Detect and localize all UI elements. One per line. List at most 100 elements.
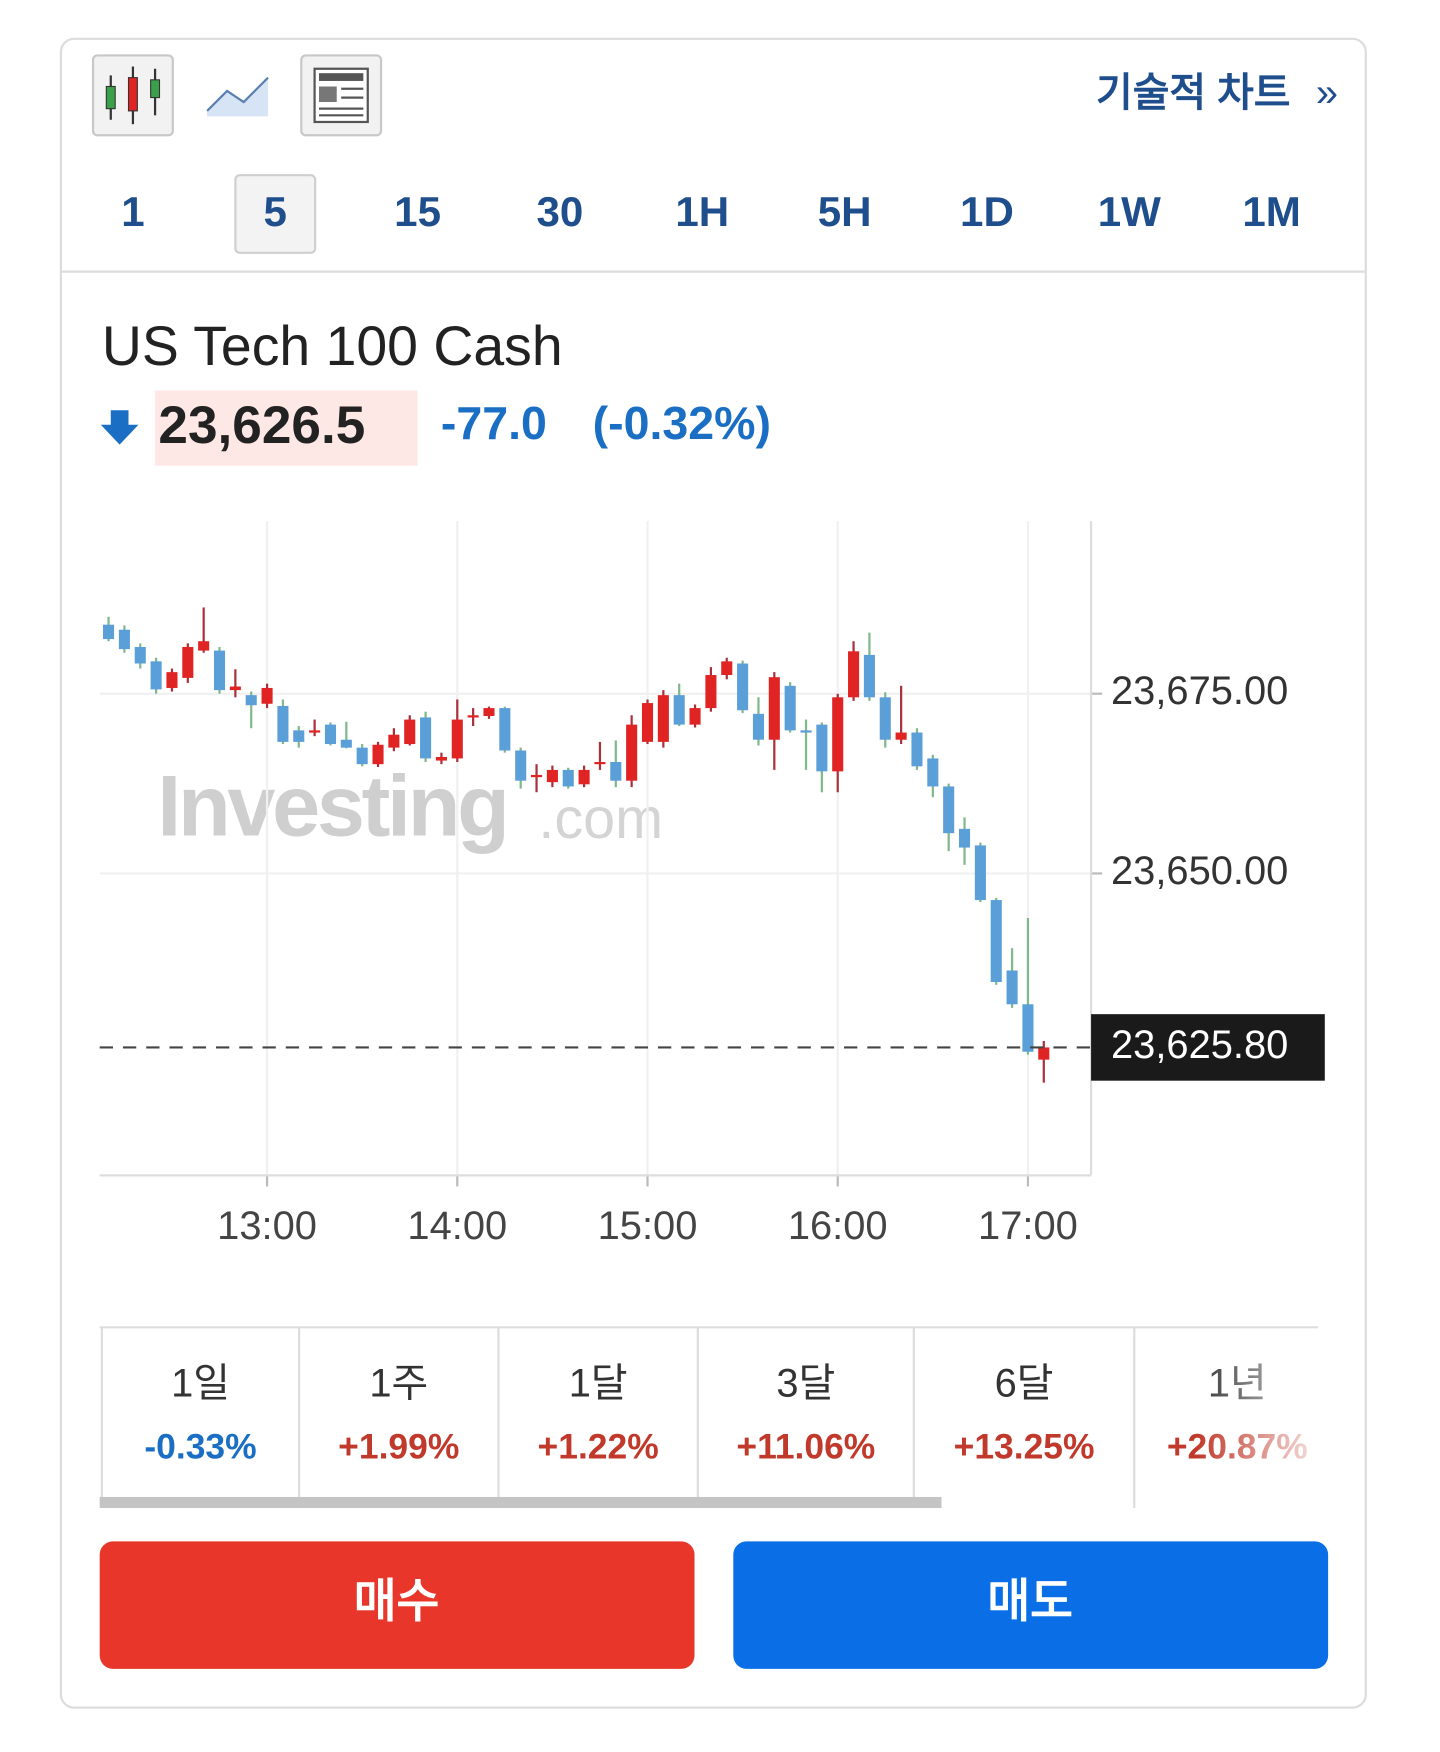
candle-body <box>895 732 907 740</box>
candle-body <box>277 705 289 742</box>
table-icon[interactable] <box>300 54 383 137</box>
candle-body <box>768 677 780 740</box>
timeframe[interactable]: 1W <box>1098 188 1161 235</box>
candle-body <box>293 730 305 742</box>
candle-body <box>594 762 606 765</box>
sell-button[interactable] <box>733 1541 1329 1669</box>
tabs-fade <box>1196 1328 1324 1509</box>
price-highlight <box>155 390 418 466</box>
candle-body <box>816 724 828 772</box>
y-tick-label: 23,675.00 <box>1111 669 1288 713</box>
candle-body <box>435 756 447 761</box>
candle-body <box>800 730 812 733</box>
candle-body <box>1038 1047 1050 1060</box>
period-label[interactable]: 1일 <box>171 1362 230 1406</box>
candle-body <box>578 769 590 785</box>
last-price-label: 23,625.80 <box>1111 1023 1288 1067</box>
timeframe[interactable]: 5H <box>818 188 872 235</box>
candle-body <box>499 708 511 751</box>
period-change[interactable]: +1.22% <box>538 1427 659 1467</box>
candle-body <box>213 650 226 691</box>
candle-body <box>467 715 479 718</box>
period-change[interactable]: +1.99% <box>338 1427 459 1467</box>
timeframe[interactable]: 1H <box>675 188 729 235</box>
period-label[interactable]: 3달 <box>776 1362 835 1406</box>
candle-icon[interactable] <box>91 54 174 137</box>
candle-body <box>150 661 162 690</box>
candle-body <box>610 762 622 781</box>
period-change[interactable]: -0.33% <box>144 1427 256 1467</box>
selected-timeframe-box <box>234 174 317 254</box>
x-tick-label: 15:00 <box>598 1204 698 1248</box>
sell-label[interactable]: 매도 <box>987 1575 1073 1627</box>
candle-body <box>990 900 1002 982</box>
x-tick-label: 14:00 <box>407 1204 507 1248</box>
timeframe[interactable]: 1 <box>121 188 144 235</box>
down-arrow <box>100 410 139 445</box>
candle-body <box>562 769 574 787</box>
buy-button[interactable] <box>99 1541 695 1669</box>
x-tick-label: 13:00 <box>217 1204 317 1248</box>
candle-body <box>879 697 891 740</box>
candle-body <box>832 697 844 772</box>
candle-body <box>372 744 384 765</box>
candle-body <box>340 739 352 748</box>
candle-body <box>673 695 685 725</box>
candle-body <box>531 774 543 778</box>
candle-body <box>911 732 923 767</box>
candle-body <box>752 713 765 740</box>
candle-body <box>546 769 558 783</box>
candle-body <box>420 717 432 759</box>
period-change[interactable]: +11.06% <box>736 1427 875 1467</box>
period-label[interactable]: 1주 <box>369 1362 428 1406</box>
candle-body <box>641 703 654 742</box>
price: 23,626.5 <box>158 396 365 455</box>
watermark: Investing <box>157 759 506 855</box>
candle-body <box>784 685 796 731</box>
candle-body <box>689 708 701 725</box>
buy-label[interactable]: 매수 <box>354 1575 440 1627</box>
candle-body <box>103 624 115 640</box>
period-tabs: 1일 -0.33% 1주 +1.99% 1달 +1.22% 3달 +11.06% 6달 +13.2… <box>99 1326 1324 1509</box>
chart: Investing .com 13:00 14:00 15:00 16:00 17:00 23… <box>99 521 1325 1248</box>
candle-body <box>705 675 717 709</box>
candle-body <box>388 734 400 748</box>
y-tick-label: 23,650.00 <box>1111 849 1288 893</box>
candle-body <box>848 651 860 698</box>
x-tick-label: 16:00 <box>788 1204 888 1248</box>
candle-body <box>943 786 955 834</box>
candle-body <box>198 641 210 651</box>
candle-body <box>166 672 178 688</box>
period-change[interactable]: +13.25% <box>954 1427 1095 1467</box>
technical-chart-link[interactable]: 기술적 차트 <box>1096 71 1290 115</box>
candle-body <box>657 695 669 742</box>
candle-body <box>245 695 257 706</box>
period-label[interactable]: 6달 <box>995 1362 1054 1406</box>
candle-body <box>1006 970 1018 1005</box>
candle-body <box>182 646 194 678</box>
timeframe[interactable]: 30 <box>537 188 584 235</box>
candle-body <box>927 758 939 787</box>
timeframe[interactable]: 5 <box>264 188 287 235</box>
candle-body <box>451 719 463 759</box>
timeframe[interactable]: 1M <box>1242 188 1300 235</box>
timeframe[interactable]: 15 <box>394 188 441 235</box>
candle-body <box>515 750 527 781</box>
candle-body <box>958 828 971 848</box>
candle-body <box>1022 1004 1034 1052</box>
candle-body <box>737 663 749 711</box>
candle-body <box>261 687 273 704</box>
instrument-name: US Tech 100 Cash <box>102 315 563 377</box>
candle-body <box>404 719 416 745</box>
line-icon[interactable] <box>206 76 269 117</box>
watermark: .com <box>538 787 663 851</box>
candle-body <box>721 661 733 676</box>
timeframe[interactable]: 1D <box>960 188 1014 235</box>
candle-body <box>974 845 986 901</box>
chevron[interactable]: » <box>1316 71 1338 115</box>
period-label[interactable]: 1달 <box>569 1362 628 1406</box>
candle-body <box>324 724 337 745</box>
candle-body <box>134 646 146 664</box>
